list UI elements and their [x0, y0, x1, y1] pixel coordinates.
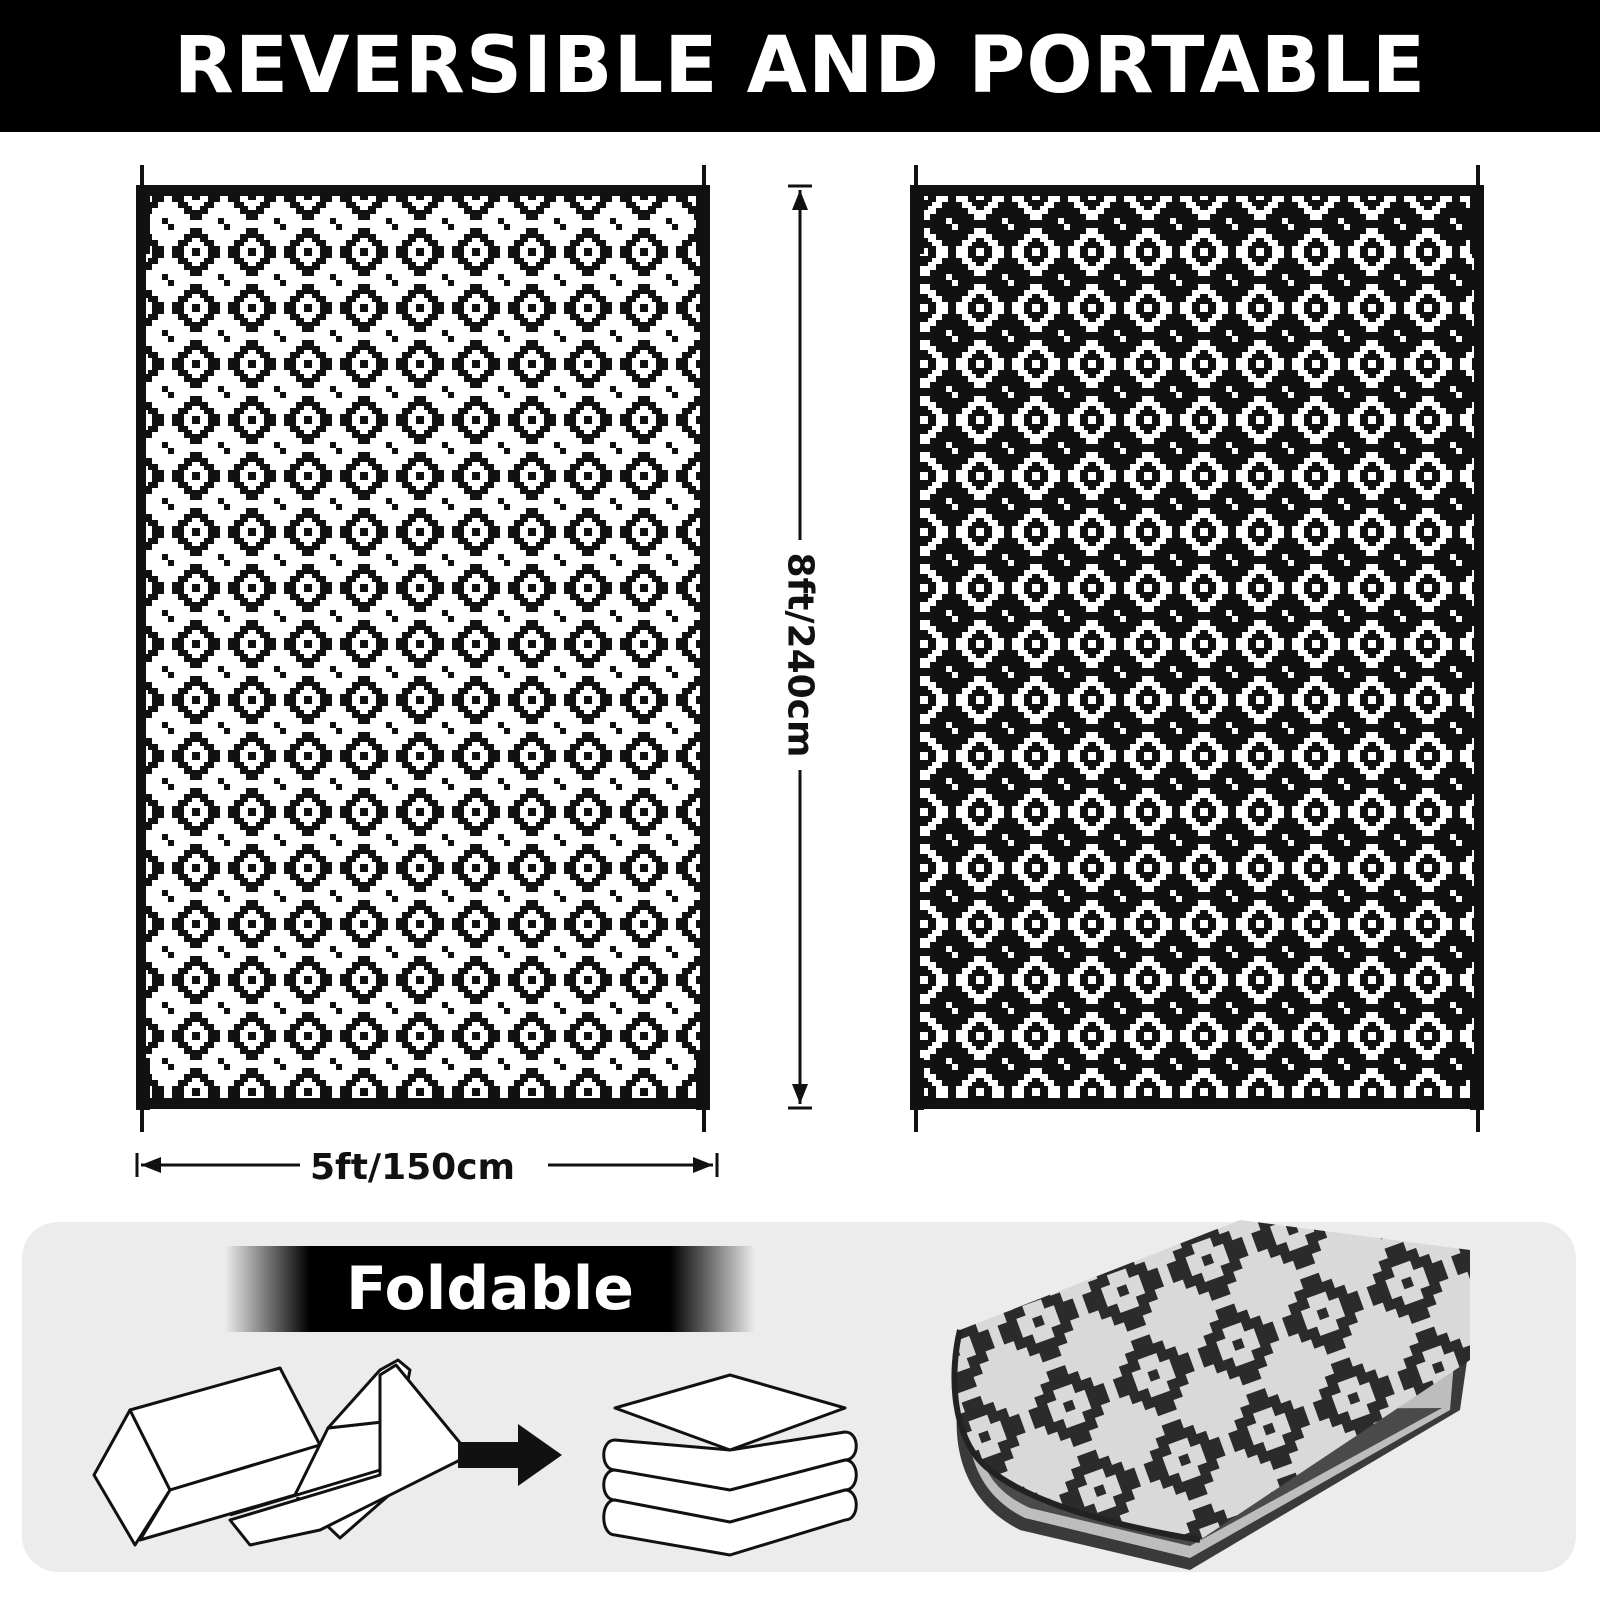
page-title: REVERSIBLE AND PORTABLE — [173, 21, 1427, 111]
header-bar: REVERSIBLE AND PORTABLE — [0, 0, 1600, 132]
rugs-illustration — [135, 165, 1484, 1177]
folded-rug-image — [951, 1220, 1470, 1570]
right-arrow-icon — [458, 1424, 562, 1486]
width-dimension-arrow — [135, 1153, 719, 1177]
feature-label: Foldable — [346, 1254, 634, 1324]
foldable-banner: Foldable — [225, 1246, 755, 1332]
height-dimension-arrow — [788, 184, 812, 1110]
folded-zigzag-icon — [92, 1358, 472, 1547]
fold-diagram — [92, 1358, 858, 1557]
width-label: 5ft/150cm — [300, 1147, 526, 1188]
rug-side-b — [910, 165, 1484, 1132]
stacked-layers-icon — [602, 1373, 858, 1557]
rug-side-a — [136, 165, 710, 1132]
height-label: 8ft/240cm — [779, 542, 821, 768]
